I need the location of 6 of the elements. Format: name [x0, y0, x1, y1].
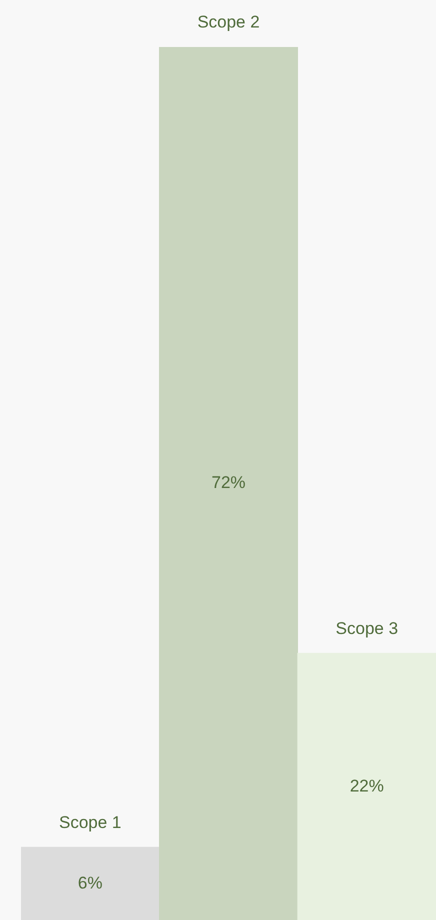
x-tick-label: Scope 3 — [336, 618, 398, 638]
x-tick-label: Scope 1 — [58, 812, 122, 832]
data-label: 6% — [78, 873, 102, 892]
x-tick-label: Scope 2 — [197, 12, 260, 32]
data-label: 72% — [211, 473, 246, 492]
data-label: 22% — [350, 776, 384, 796]
